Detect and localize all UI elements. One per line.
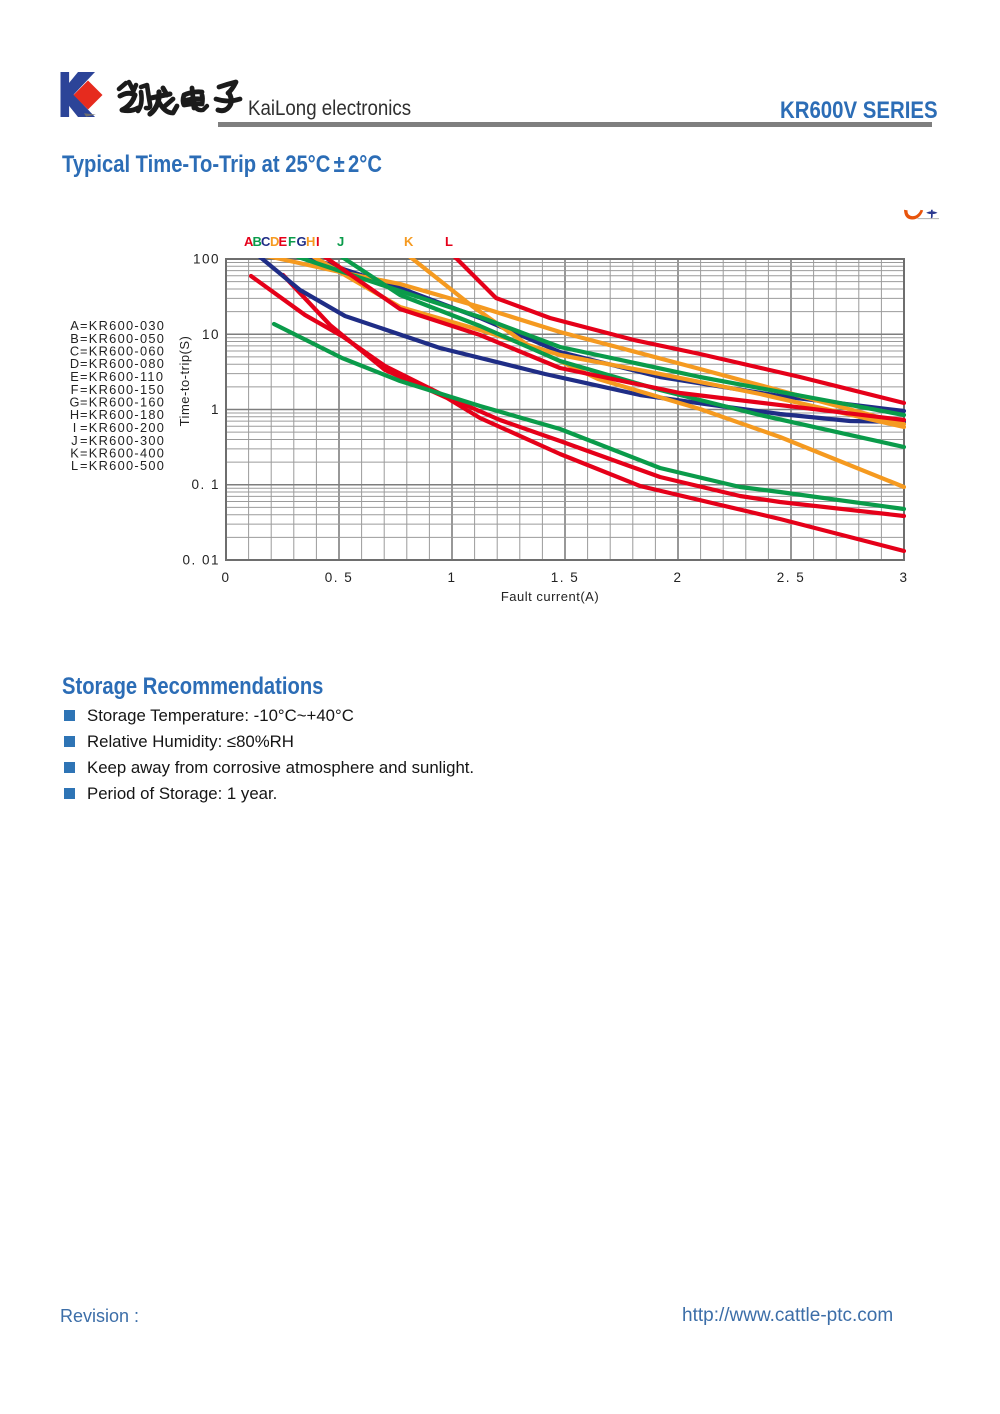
svg-text:H: H [306, 234, 315, 249]
svg-text:=KR600-400: =KR600-400 [80, 446, 165, 461]
svg-text:H: H [70, 407, 79, 422]
svg-text:=KR600-050: =KR600-050 [80, 331, 165, 346]
svg-text:=KR600-180: =KR600-180 [80, 407, 165, 422]
svg-text:Fault current(A): Fault current(A) [501, 589, 599, 604]
svg-text:E: E [70, 369, 79, 384]
svg-text:Time-to-trip(S): Time-to-trip(S) [177, 336, 192, 427]
svg-text:=KR600-030: =KR600-030 [80, 318, 165, 333]
svg-text:C: C [70, 344, 79, 359]
svg-text:I: I [73, 420, 77, 435]
svg-text:J: J [71, 433, 77, 448]
svg-text:=KR600-080: =KR600-080 [80, 356, 165, 371]
svg-text:1. 5: 1. 5 [551, 570, 580, 585]
svg-text:B: B [70, 331, 79, 346]
svg-text:F: F [288, 234, 296, 249]
svg-text:D: D [270, 234, 279, 249]
svg-text:F: F [71, 382, 79, 397]
svg-text:E: E [279, 234, 288, 249]
svg-text:K: K [70, 446, 79, 461]
svg-text:B: B [253, 234, 262, 249]
svg-text:=KR600-200: =KR600-200 [80, 420, 165, 435]
svg-text:=KR600-110: =KR600-110 [80, 369, 164, 384]
svg-text:I: I [316, 234, 320, 249]
svg-text:1: 1 [211, 402, 220, 417]
svg-text:0. 5: 0. 5 [325, 570, 354, 585]
svg-text:L: L [71, 458, 78, 473]
svg-text:=KR600-300: =KR600-300 [80, 433, 165, 448]
svg-text:2. 5: 2. 5 [777, 570, 806, 585]
svg-text:2: 2 [673, 570, 682, 585]
svg-text:L: L [445, 234, 453, 249]
svg-text:J: J [337, 234, 344, 249]
svg-text:G: G [70, 395, 80, 410]
svg-text:=KR600-500: =KR600-500 [80, 458, 165, 473]
svg-text:D: D [70, 356, 79, 371]
svg-text:0. 1: 0. 1 [191, 477, 220, 492]
svg-text:3: 3 [899, 570, 908, 585]
svg-text:100: 100 [193, 252, 220, 267]
svg-text:1: 1 [447, 570, 456, 585]
svg-text:G: G [297, 234, 307, 249]
svg-text:A: A [244, 234, 254, 249]
svg-text:K: K [404, 234, 414, 249]
svg-text:0: 0 [221, 570, 230, 585]
svg-text:=KR600-060: =KR600-060 [80, 344, 165, 359]
svg-text:A: A [70, 318, 79, 333]
svg-text:=KR600-160: =KR600-160 [80, 395, 165, 410]
svg-text:10: 10 [202, 327, 220, 342]
svg-text:=KR600-150: =KR600-150 [80, 382, 165, 397]
svg-text:0. 01: 0. 01 [182, 553, 220, 568]
svg-text:C: C [261, 234, 271, 249]
